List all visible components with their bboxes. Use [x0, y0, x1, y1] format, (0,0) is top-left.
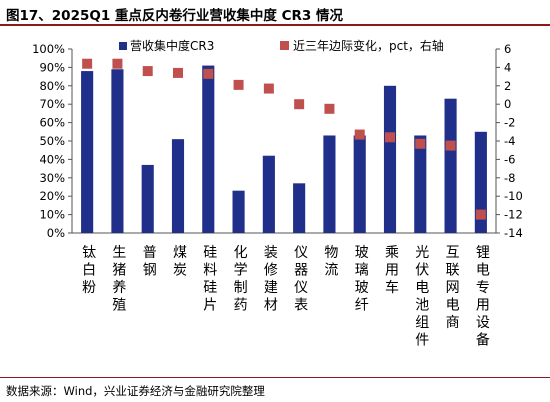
cr3-bar — [353, 135, 366, 233]
left-tick-label: 10% — [39, 208, 65, 222]
right-tick-label: -4 — [504, 134, 515, 148]
change-marker — [173, 67, 183, 78]
cr3-chart: 0% 10% 20% 30% 40% 50% 60% 70% 80% 90% 100% -14 -12… — [32, 38, 523, 349]
legend-marker-label: 近三年边际变化，pct，右轴 — [293, 38, 444, 53]
change-marker — [112, 58, 123, 69]
legend-bar-label: 营收集中度CR3 — [130, 38, 214, 53]
change-marker — [294, 99, 305, 110]
right-tick-label: 6 — [504, 42, 511, 56]
category-label: 化学制药 — [234, 245, 248, 314]
category-label: 硅料硅片 — [203, 245, 217, 314]
title-divider — [0, 24, 550, 26]
cr3-bar — [232, 190, 245, 233]
cr3-bar — [202, 65, 215, 233]
left-tick-label: 70% — [39, 97, 65, 111]
right-tick-label: -10 — [504, 189, 523, 203]
change-marker — [263, 83, 274, 94]
right-tick-label: -2 — [504, 116, 515, 130]
left-tick-label: 0% — [47, 226, 65, 240]
category-label: 乘用车 — [385, 245, 399, 296]
right-tick-label: 2 — [504, 79, 511, 93]
category-label: 锂电专用设备 — [476, 245, 490, 349]
right-tick-label: 4 — [504, 60, 511, 74]
category-label: 普钢 — [143, 245, 157, 279]
category-label: 互联网电商 — [446, 245, 460, 331]
change-marker — [354, 129, 365, 140]
change-marker — [233, 79, 244, 90]
right-tick-label: -14 — [504, 226, 523, 240]
left-tick-label: 80% — [39, 79, 65, 93]
left-tick-label: 20% — [39, 189, 65, 203]
right-tick-label: -12 — [504, 208, 523, 222]
right-tick-label: 0 — [504, 97, 511, 111]
change-marker — [475, 209, 486, 220]
change-marker — [385, 132, 395, 143]
category-label: 光伏电池组件 — [415, 245, 429, 349]
cr3-bar — [323, 135, 336, 233]
right-tick-label: -8 — [504, 171, 515, 185]
cr3-bar — [414, 135, 427, 233]
data-source: 数据来源：Wind，兴业证券经济与金融研究院整理 — [6, 384, 265, 398]
cr3-bar — [262, 155, 275, 233]
left-tick-label: 100% — [32, 42, 65, 56]
cr3-bar — [81, 71, 94, 233]
change-marker — [324, 103, 335, 114]
change-marker — [445, 140, 456, 151]
cr3-bar — [293, 183, 306, 233]
cr3-bar — [171, 139, 185, 233]
category-label: 装修建材 — [264, 245, 278, 314]
category-label: 钛白粉 — [82, 245, 96, 296]
change-marker — [82, 58, 93, 69]
footer-divider — [0, 377, 550, 378]
left-tick-label: 40% — [39, 152, 65, 166]
chart-title: 图17、2025Q1 重点反内卷行业营收集中度 CR3 情况 — [6, 8, 344, 24]
chart-legend: 营收集中度CR3 近三年边际变化，pct，右轴 — [119, 38, 444, 53]
change-marker — [142, 66, 153, 77]
right-tick-label: -6 — [504, 152, 515, 166]
cr3-bar — [111, 69, 124, 233]
cr3-bar — [383, 85, 397, 233]
left-tick-label: 30% — [39, 171, 65, 185]
category-label: 玻璃玻纤 — [355, 245, 369, 314]
category-label: 煤炭 — [173, 245, 187, 279]
legend-bar-swatch — [119, 42, 127, 50]
category-label: 生猪养殖 — [112, 245, 126, 314]
left-tick-label: 90% — [39, 60, 65, 74]
left-tick-label: 60% — [39, 116, 65, 130]
cr3-bar — [444, 98, 457, 234]
legend-marker-swatch — [280, 41, 289, 50]
left-tick-label: 50% — [39, 134, 65, 148]
change-marker — [203, 68, 214, 79]
category-label: 物流 — [324, 245, 338, 279]
change-marker — [415, 138, 426, 149]
cr3-bar — [474, 131, 487, 233]
category-label: 仪器仪表 — [294, 245, 308, 314]
cr3-bar — [141, 164, 154, 233]
